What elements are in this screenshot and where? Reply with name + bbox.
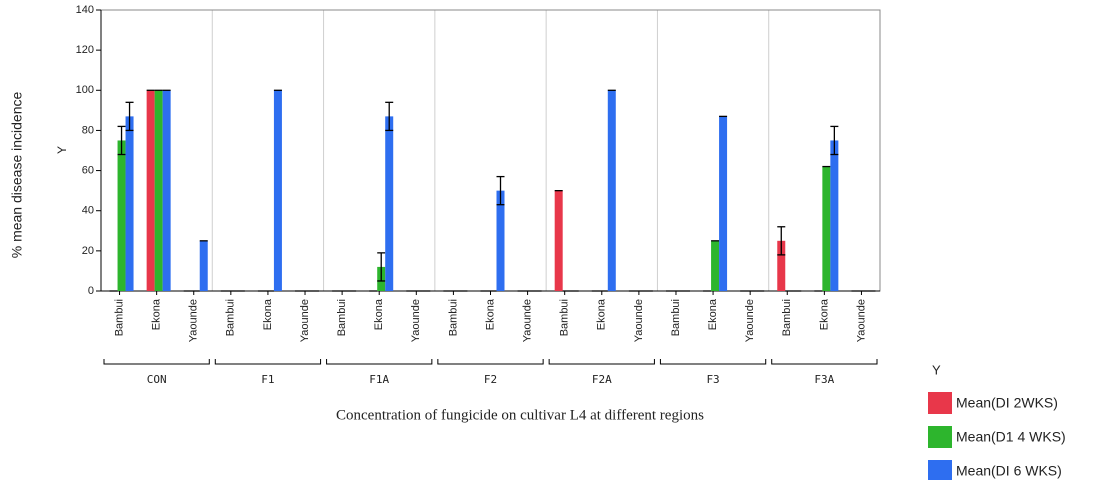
x-tick-label: Yaounde: [522, 299, 534, 342]
x-tick-label: Yaounde: [744, 299, 756, 342]
group-label: F3: [706, 373, 719, 386]
group-label: F1: [261, 373, 274, 386]
legend-label: Mean(D1 4 WKS): [956, 429, 1066, 445]
group-bracket: [437, 359, 544, 365]
y-axis-title: % mean disease incidence: [9, 92, 25, 259]
y-tick-label: 0: [88, 285, 94, 297]
bar: [719, 116, 728, 291]
bar: [117, 140, 126, 291]
x-tick-label: Yaounde: [188, 299, 200, 342]
x-tick-label: Bambui: [781, 299, 793, 336]
bar: [273, 90, 282, 292]
x-tick-label: Bambui: [225, 299, 237, 336]
x-tick-label: Ekona: [818, 298, 830, 330]
group-label: F3A: [814, 373, 834, 386]
bar: [822, 166, 831, 291]
legend-title: Y: [932, 362, 941, 377]
group-bracket: [659, 359, 767, 365]
y-tick-label: 60: [82, 164, 94, 176]
x-tick-label: Yaounde: [410, 299, 422, 342]
y-tick-label: 80: [82, 124, 94, 136]
bar: [146, 90, 155, 292]
bar: [607, 90, 616, 292]
bar: [830, 140, 839, 291]
bar: [496, 190, 505, 291]
x-tick-label: Ekona: [262, 298, 274, 330]
y-tick-label: 20: [82, 245, 94, 257]
x-tick-label: Ekona: [596, 298, 608, 330]
y-tick-label: 40: [82, 205, 94, 217]
group-label: F1A: [369, 373, 389, 386]
x-tick-label: Ekona: [484, 298, 496, 330]
legend-label: Mean(DI 6 WKS): [956, 463, 1062, 479]
x-tick-label: Bambui: [559, 299, 571, 336]
x-tick-label: Ekona: [707, 298, 719, 330]
x-tick-label: Bambui: [670, 299, 682, 336]
bar: [385, 116, 394, 291]
x-tick-label: Bambui: [447, 299, 459, 336]
legend-swatch: [928, 460, 952, 480]
x-tick-label: Yaounde: [299, 299, 311, 342]
group-bracket: [214, 359, 322, 365]
legend-swatch: [928, 426, 952, 448]
group-bracket: [771, 359, 878, 365]
group-bracket: [326, 359, 433, 365]
x-tick-label: Bambui: [336, 299, 348, 336]
x-tick-label: Bambui: [113, 299, 125, 336]
bar: [711, 240, 720, 291]
x-tick-label: Yaounde: [633, 299, 645, 342]
bar: [777, 240, 786, 291]
group-bracket: [548, 359, 655, 365]
bar: [162, 90, 171, 292]
plot-frame: [100, 9, 881, 292]
y-tick-label: 100: [76, 84, 94, 96]
bar: [199, 240, 208, 291]
y-axis-name: Y: [55, 146, 69, 154]
x-tick-label: Ekona: [373, 298, 385, 330]
legend-label: Mean(DI 2WKS): [956, 395, 1058, 411]
bar: [125, 116, 134, 291]
bar: [554, 190, 563, 291]
legend-swatch: [928, 392, 952, 414]
x-tick-label: Ekona: [151, 298, 163, 330]
y-tick-label: 140: [76, 4, 94, 16]
group-label: CON: [147, 373, 167, 386]
y-tick-label: 120: [76, 44, 94, 56]
group-bracket: [103, 359, 210, 365]
x-tick-label: Yaounde: [855, 299, 867, 342]
group-label: F2: [484, 373, 497, 386]
bar: [154, 90, 163, 292]
group-label: F2A: [592, 373, 612, 386]
x-axis-title: Concentration of fungicide on cultivar L…: [336, 407, 704, 423]
